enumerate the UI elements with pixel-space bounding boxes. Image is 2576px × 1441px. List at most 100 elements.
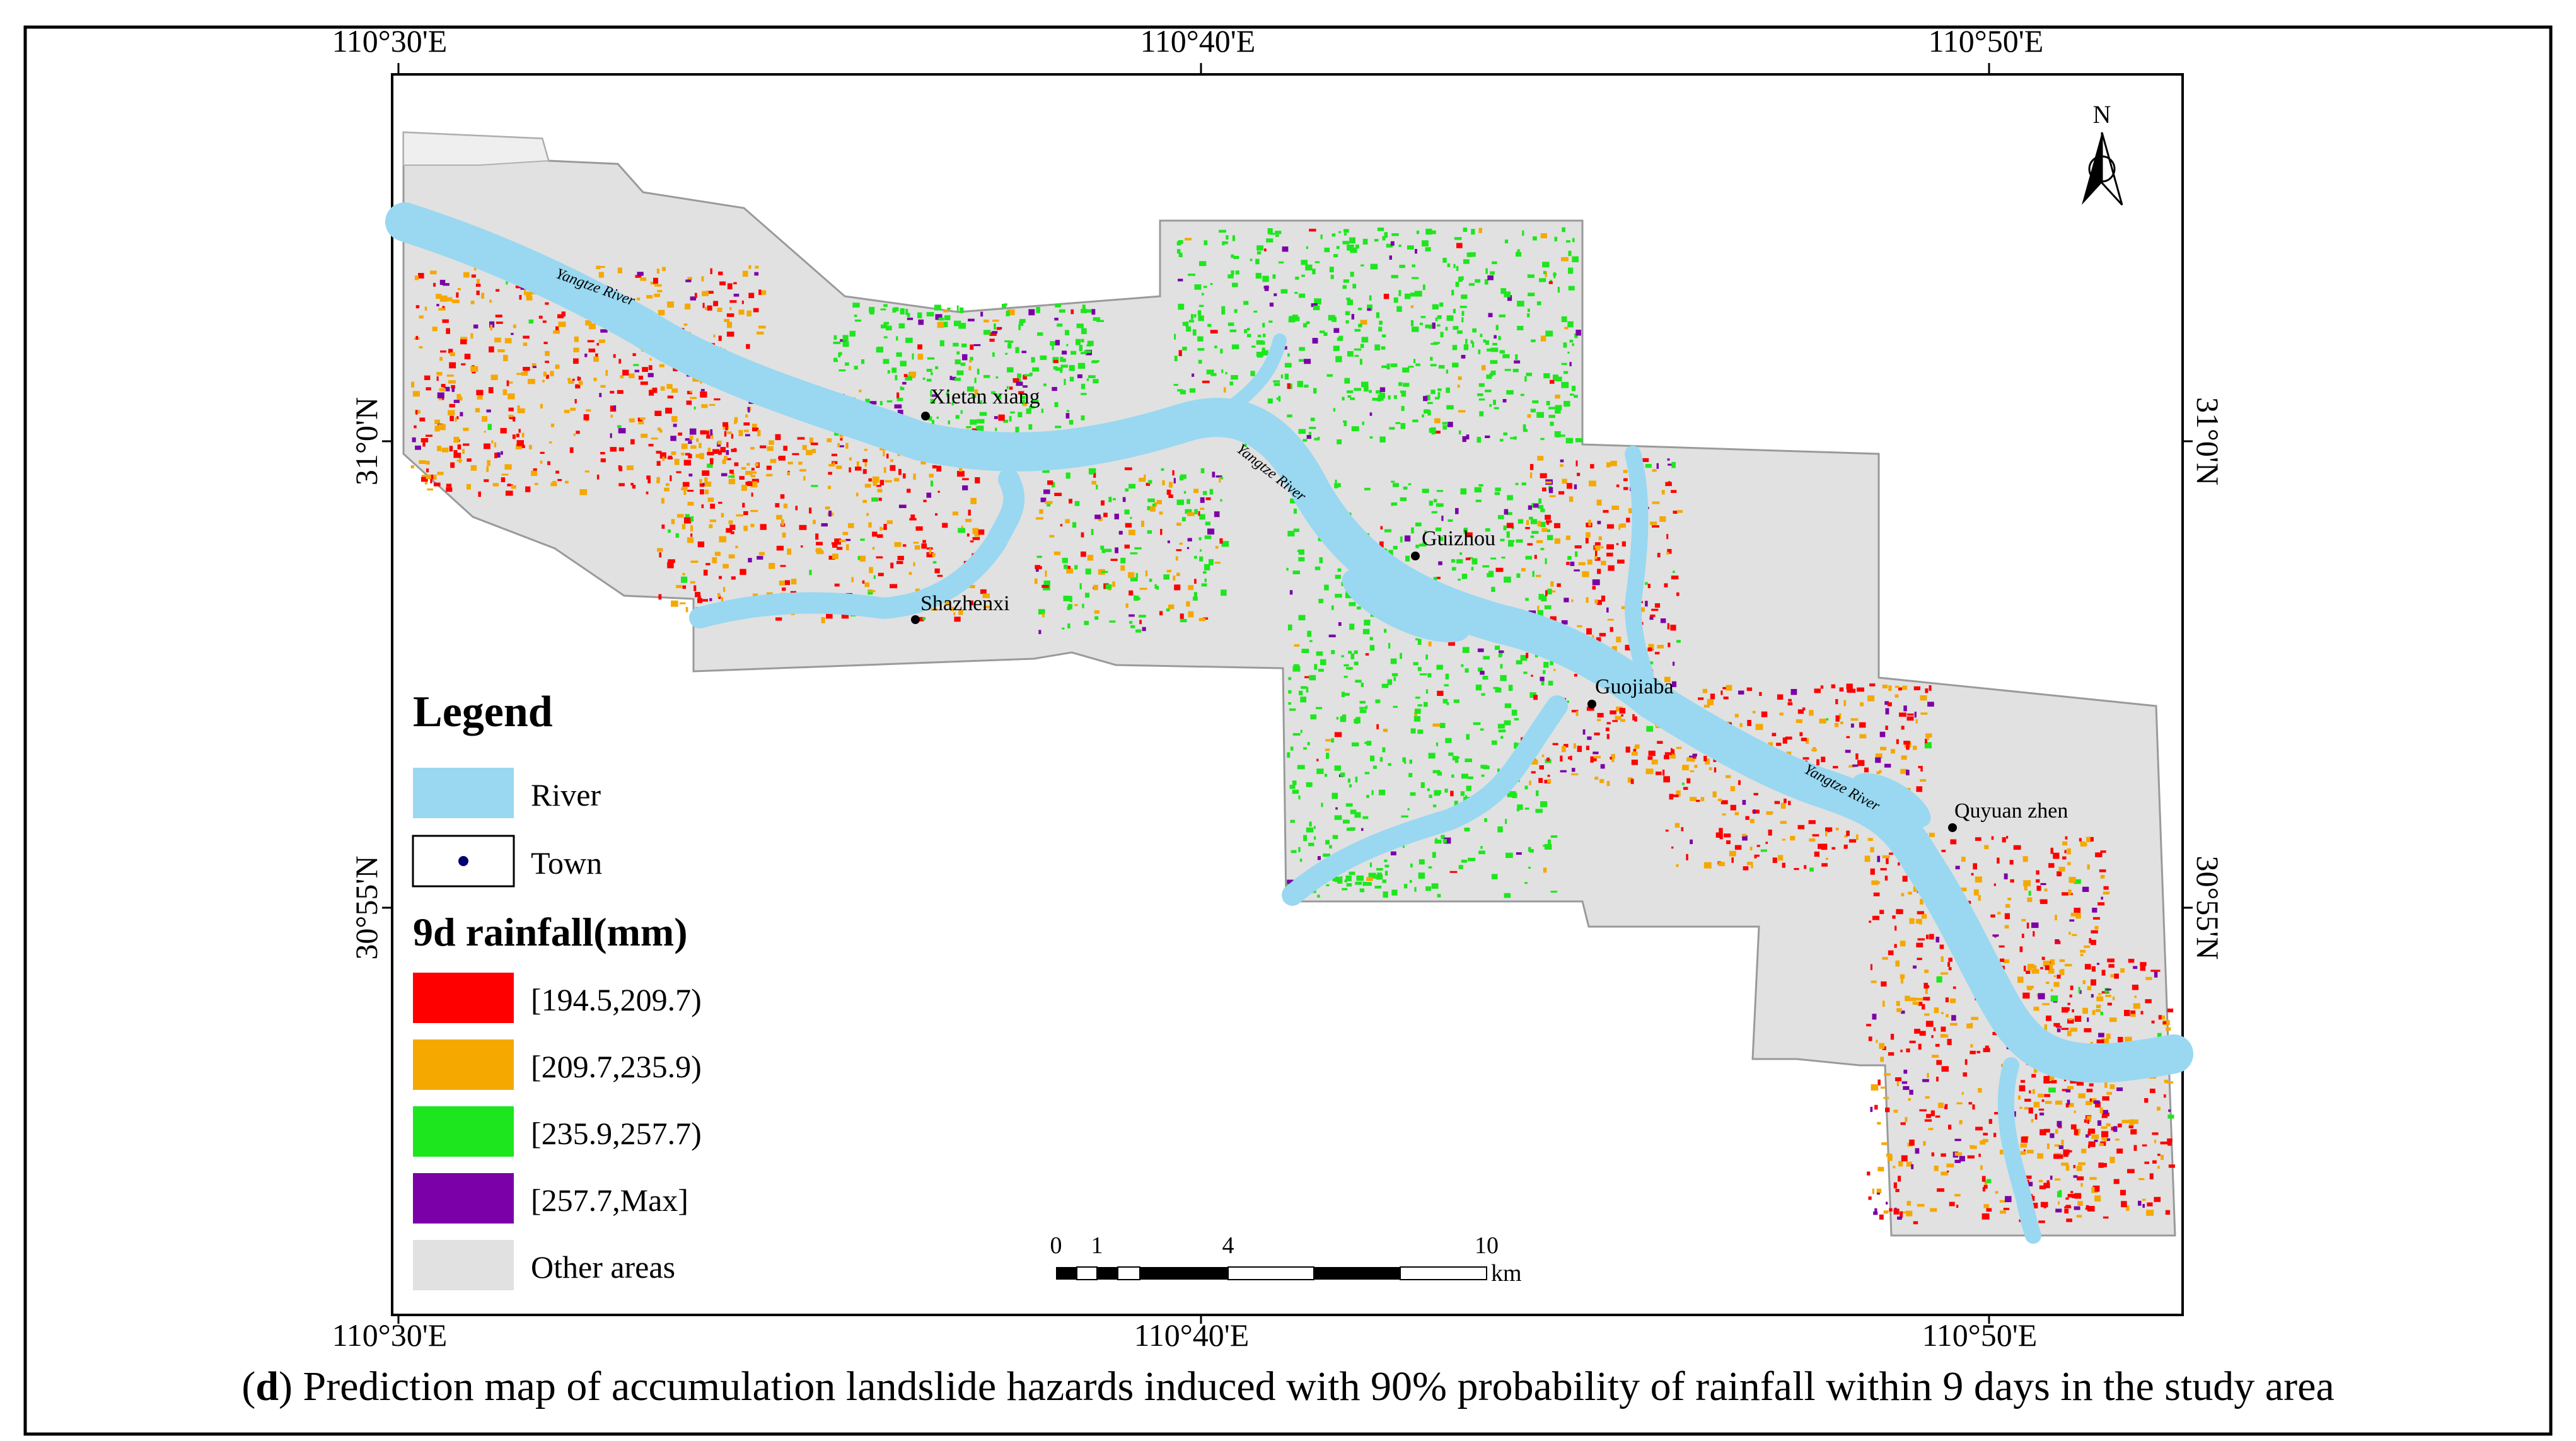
hazard-patch xyxy=(1896,1008,1902,1012)
hazard-patch xyxy=(1825,831,1828,836)
hazard-patch xyxy=(2048,863,2055,868)
hazard-patch xyxy=(1101,548,1106,553)
hazard-patch xyxy=(896,336,898,341)
hazard-patch xyxy=(1507,512,1512,516)
hazard-patch xyxy=(718,450,722,455)
hazard-patch xyxy=(574,399,577,404)
hazard-patch xyxy=(1499,439,1504,442)
hazard-patch xyxy=(719,281,726,286)
hazard-patch xyxy=(1905,1117,1908,1122)
hazard-patch xyxy=(1623,470,1628,473)
hazard-patch xyxy=(569,447,574,453)
hazard-patch xyxy=(1334,732,1342,738)
hazard-patch xyxy=(926,378,932,382)
hazard-patch xyxy=(1606,462,1611,468)
hazard-patch xyxy=(1475,499,1482,502)
hazard-patch xyxy=(2084,1028,2092,1033)
hazard-patch xyxy=(709,598,712,601)
hazard-patch xyxy=(897,555,904,560)
hazard-patch xyxy=(1487,348,1492,352)
hazard-patch xyxy=(690,525,693,532)
hazard-patch xyxy=(1219,229,1226,233)
hazard-patch xyxy=(596,343,600,346)
hazard-patch xyxy=(2118,1036,2123,1043)
hazard-patch xyxy=(2161,1016,2165,1019)
hazard-patch xyxy=(816,541,823,546)
hazard-patch xyxy=(686,400,692,405)
hazard-patch xyxy=(1192,329,1197,336)
hazard-patch xyxy=(1887,702,1892,707)
hazard-patch xyxy=(1540,521,1546,528)
hazard-patch xyxy=(707,451,714,456)
hazard-patch xyxy=(1983,1048,1990,1053)
hazard-patch xyxy=(1515,483,1519,485)
hazard-patch xyxy=(1696,799,1700,802)
hazard-patch xyxy=(2074,1110,2076,1113)
coord-right-1: 31°0'N xyxy=(2190,397,2225,485)
hazard-patch xyxy=(1122,497,1126,502)
hazard-patch xyxy=(1060,369,1063,373)
hazard-patch xyxy=(1970,1050,1976,1055)
hazard-patch xyxy=(1887,1155,1893,1161)
hazard-patch xyxy=(1963,1072,1968,1077)
hazard-patch xyxy=(1350,809,1357,814)
hazard-patch xyxy=(419,460,426,464)
hazard-patch xyxy=(792,453,799,456)
hazard-patch xyxy=(1473,722,1481,726)
hazard-patch xyxy=(1069,420,1074,425)
hazard-patch xyxy=(699,443,702,448)
hazard-patch xyxy=(1292,733,1301,736)
hazard-patch xyxy=(1081,308,1087,313)
hazard-patch xyxy=(740,569,746,576)
hazard-patch xyxy=(421,438,429,443)
hazard-patch xyxy=(1561,316,1567,322)
hazard-patch xyxy=(854,366,858,370)
hazard-patch xyxy=(437,472,444,475)
hazard-patch xyxy=(1698,697,1704,700)
hazard-patch xyxy=(1393,705,1398,708)
hazard-patch xyxy=(1821,863,1828,867)
hazard-patch xyxy=(1924,742,1932,749)
hazard-patch xyxy=(969,600,973,606)
hazard-patch xyxy=(1234,309,1238,313)
hazard-patch xyxy=(2092,1010,2096,1016)
hazard-patch xyxy=(1437,388,1442,391)
hazard-patch xyxy=(2055,915,2057,920)
hazard-patch xyxy=(2026,922,2029,929)
hazard-patch xyxy=(1062,350,1067,355)
hazard-patch xyxy=(478,491,481,497)
hazard-patch xyxy=(1372,398,1379,401)
hazard-patch xyxy=(1882,855,1890,859)
hazard-patch xyxy=(1009,386,1013,390)
hazard-patch xyxy=(913,473,916,480)
hazard-patch xyxy=(1618,524,1621,530)
hazard-patch xyxy=(1930,1208,1937,1212)
hazard-patch xyxy=(1632,751,1638,756)
hazard-patch xyxy=(2063,1149,2070,1155)
hazard-patch xyxy=(1085,309,1092,313)
hazard-patch xyxy=(446,483,452,487)
hazard-patch xyxy=(1345,667,1353,670)
hazard-patch xyxy=(1085,593,1090,598)
hazard-patch xyxy=(977,419,985,424)
hazard-patch xyxy=(524,289,526,296)
hazard-patch xyxy=(1691,758,1695,762)
hazard-patch xyxy=(1307,742,1310,746)
hazard-patch xyxy=(1461,317,1464,323)
hazard-patch xyxy=(1857,687,1864,692)
hazard-patch xyxy=(1197,336,1204,342)
hazard-patch xyxy=(2094,1195,2101,1202)
hazard-patch xyxy=(1967,1155,1975,1159)
hazard-patch xyxy=(957,471,965,477)
hazard-patch xyxy=(647,478,651,483)
hazard-patch xyxy=(642,367,648,372)
hazard-patch xyxy=(690,560,699,563)
hazard-patch xyxy=(2097,1120,2102,1126)
hazard-patch xyxy=(1547,775,1550,777)
hazard-patch xyxy=(2098,993,2102,995)
hazard-patch xyxy=(1880,868,1887,871)
hazard-patch xyxy=(1038,609,1045,615)
hazard-patch xyxy=(1437,324,1441,327)
hazard-patch xyxy=(1456,265,1459,271)
hazard-patch xyxy=(1620,719,1625,722)
